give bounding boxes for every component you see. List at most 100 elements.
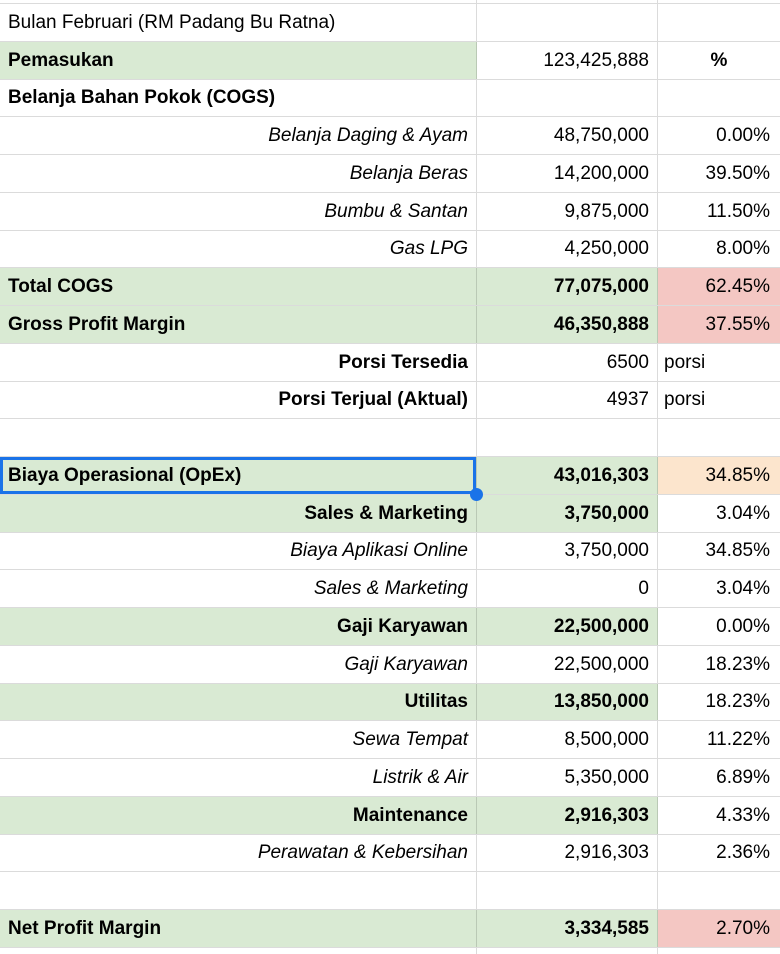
- label-cell[interactable]: Gaji Karyawan: [0, 645, 477, 683]
- percent-cell[interactable]: [658, 872, 780, 909]
- value-text: 77,075,000: [553, 276, 649, 298]
- percent-cell[interactable]: 62.45%: [658, 268, 780, 305]
- percent-text: 37.55%: [705, 313, 770, 335]
- label-cell[interactable]: Net Profit Margin: [0, 910, 477, 947]
- percent-cell[interactable]: 11.50%: [658, 193, 780, 230]
- value-cell[interactable]: 4937: [477, 381, 658, 419]
- percent-cell[interactable]: [658, 4, 780, 41]
- label-cell[interactable]: [0, 419, 477, 456]
- percent-cell[interactable]: 0.00%: [658, 117, 780, 154]
- sheet-row: Sales & Marketing 0 3.04%: [0, 570, 780, 608]
- sheet-row: Gaji Karyawan 22,500,000 18.23%: [0, 645, 780, 684]
- percent-cell[interactable]: 3.04%: [658, 495, 780, 532]
- percent-cell[interactable]: 18.23%: [658, 646, 780, 683]
- value-cell[interactable]: [477, 0, 658, 3]
- percent-cell[interactable]: 8.00%: [658, 231, 780, 268]
- percent-cell[interactable]: [658, 80, 780, 117]
- percent-text: %: [710, 49, 728, 71]
- percent-cell[interactable]: 37.55%: [658, 306, 780, 343]
- value-cell[interactable]: 4,250,000: [477, 230, 658, 268]
- value-cell[interactable]: [477, 872, 658, 909]
- label-cell[interactable]: Perawatan & Kebersihan: [0, 834, 477, 872]
- value-cell[interactable]: 123,425,888: [477, 41, 658, 79]
- fill-handle[interactable]: [470, 487, 483, 501]
- value-cell[interactable]: 3,750,000: [477, 532, 658, 570]
- value-cell[interactable]: 77,075,000: [477, 268, 658, 305]
- label-cell[interactable]: Total COGS: [0, 268, 477, 305]
- value-cell[interactable]: [477, 4, 658, 41]
- value-cell[interactable]: 22,500,000: [477, 645, 658, 683]
- percent-cell[interactable]: 2.70%: [658, 910, 780, 947]
- percent-cell[interactable]: 2.36%: [658, 835, 780, 872]
- value-cell[interactable]: 9,875,000: [477, 192, 658, 230]
- value-cell[interactable]: 5,350,000: [477, 759, 658, 796]
- percent-cell[interactable]: [658, 419, 780, 456]
- value-cell[interactable]: 3,750,000: [477, 494, 658, 532]
- value-cell[interactable]: 6500: [477, 343, 658, 381]
- label-cell[interactable]: Listrik & Air: [0, 759, 477, 796]
- percent-text: 3.04%: [716, 502, 770, 524]
- label-text: Sewa Tempat: [352, 729, 468, 751]
- label-cell[interactable]: Belanja Daging & Ayam: [0, 117, 477, 154]
- percent-cell[interactable]: 6.89%: [658, 759, 780, 796]
- label-cell[interactable]: Bulan Februari (RM Padang Bu Ratna): [0, 4, 477, 41]
- value-cell[interactable]: 2,916,303: [477, 796, 658, 834]
- label-cell[interactable]: Belanja Beras: [0, 155, 477, 192]
- label-cell[interactable]: [0, 872, 477, 909]
- value-cell[interactable]: 48,750,000: [477, 117, 658, 154]
- label-text: Biaya Operasional (OpEx): [8, 464, 242, 486]
- sheet-row: Porsi Terjual (Aktual) 4937 porsi: [0, 381, 780, 420]
- label-text: Porsi Terjual (Aktual): [278, 389, 468, 411]
- label-text: Gas LPG: [389, 238, 468, 260]
- value-cell[interactable]: 3,334,585: [477, 910, 658, 947]
- percent-cell[interactable]: [658, 0, 780, 3]
- label-cell[interactable]: Belanja Bahan Pokok (COGS): [0, 79, 477, 117]
- value-cell[interactable]: 43,016,303: [477, 457, 658, 494]
- label-cell[interactable]: Maintenance: [0, 796, 477, 834]
- value-cell[interactable]: 46,350,888: [477, 306, 658, 343]
- percent-cell[interactable]: 4.33%: [658, 797, 780, 834]
- label-cell[interactable]: Gaji Karyawan: [0, 608, 477, 645]
- value-cell[interactable]: 8,500,000: [477, 721, 658, 758]
- percent-cell[interactable]: [658, 948, 780, 954]
- label-cell[interactable]: Gas LPG: [0, 230, 477, 268]
- sheet-row: Gaji Karyawan 22,500,000 0.00%: [0, 608, 780, 646]
- percent-cell[interactable]: 0.00%: [658, 608, 780, 645]
- label-cell[interactable]: Utilitas: [0, 683, 477, 721]
- value-cell[interactable]: 14,200,000: [477, 155, 658, 192]
- percent-cell[interactable]: 34.85%: [658, 533, 780, 570]
- label-cell[interactable]: Porsi Terjual (Aktual): [0, 381, 477, 419]
- selected-cell[interactable]: Biaya Operasional (OpEx): [0, 457, 483, 501]
- percent-cell[interactable]: porsi: [658, 344, 780, 381]
- percent-cell[interactable]: 39.50%: [658, 155, 780, 192]
- label-cell[interactable]: Sales & Marketing: [0, 494, 477, 532]
- label-cell[interactable]: Biaya Aplikasi Online: [0, 532, 477, 570]
- label-cell[interactable]: [0, 947, 477, 954]
- label-cell[interactable]: [0, 0, 477, 3]
- label-cell[interactable]: Sales & Marketing: [0, 570, 477, 607]
- label-text: Utilitas: [404, 691, 468, 713]
- value-cell[interactable]: 22,500,000: [477, 608, 658, 645]
- label-text: Pemasukan: [8, 49, 114, 71]
- value-cell[interactable]: [477, 419, 658, 456]
- value-cell[interactable]: [477, 79, 658, 117]
- percent-cell[interactable]: 34.85%: [658, 457, 780, 494]
- value-cell[interactable]: 2,916,303: [477, 834, 658, 872]
- label-text: Net Profit Margin: [8, 917, 162, 939]
- percent-cell[interactable]: 18.23%: [658, 684, 780, 721]
- percent-cell[interactable]: %: [658, 42, 780, 79]
- label-cell[interactable]: Porsi Tersedia: [0, 343, 477, 381]
- label-cell[interactable]: Sewa Tempat: [0, 721, 477, 758]
- percent-text: 2.70%: [716, 917, 770, 939]
- value-cell[interactable]: 13,850,000: [477, 683, 658, 721]
- sheet-row: Pemasukan 123,425,888 %: [0, 41, 780, 80]
- sheet-row: Net Profit Margin 3,334,585 2.70%: [0, 910, 780, 948]
- percent-cell[interactable]: 3.04%: [658, 570, 780, 607]
- label-cell[interactable]: Pemasukan: [0, 41, 477, 79]
- label-cell[interactable]: Bumbu & Santan: [0, 192, 477, 230]
- value-cell[interactable]: [477, 947, 658, 954]
- percent-cell[interactable]: 11.22%: [658, 721, 780, 758]
- percent-cell[interactable]: porsi: [658, 382, 780, 419]
- label-cell[interactable]: Gross Profit Margin: [0, 306, 477, 343]
- value-cell[interactable]: 0: [477, 570, 658, 607]
